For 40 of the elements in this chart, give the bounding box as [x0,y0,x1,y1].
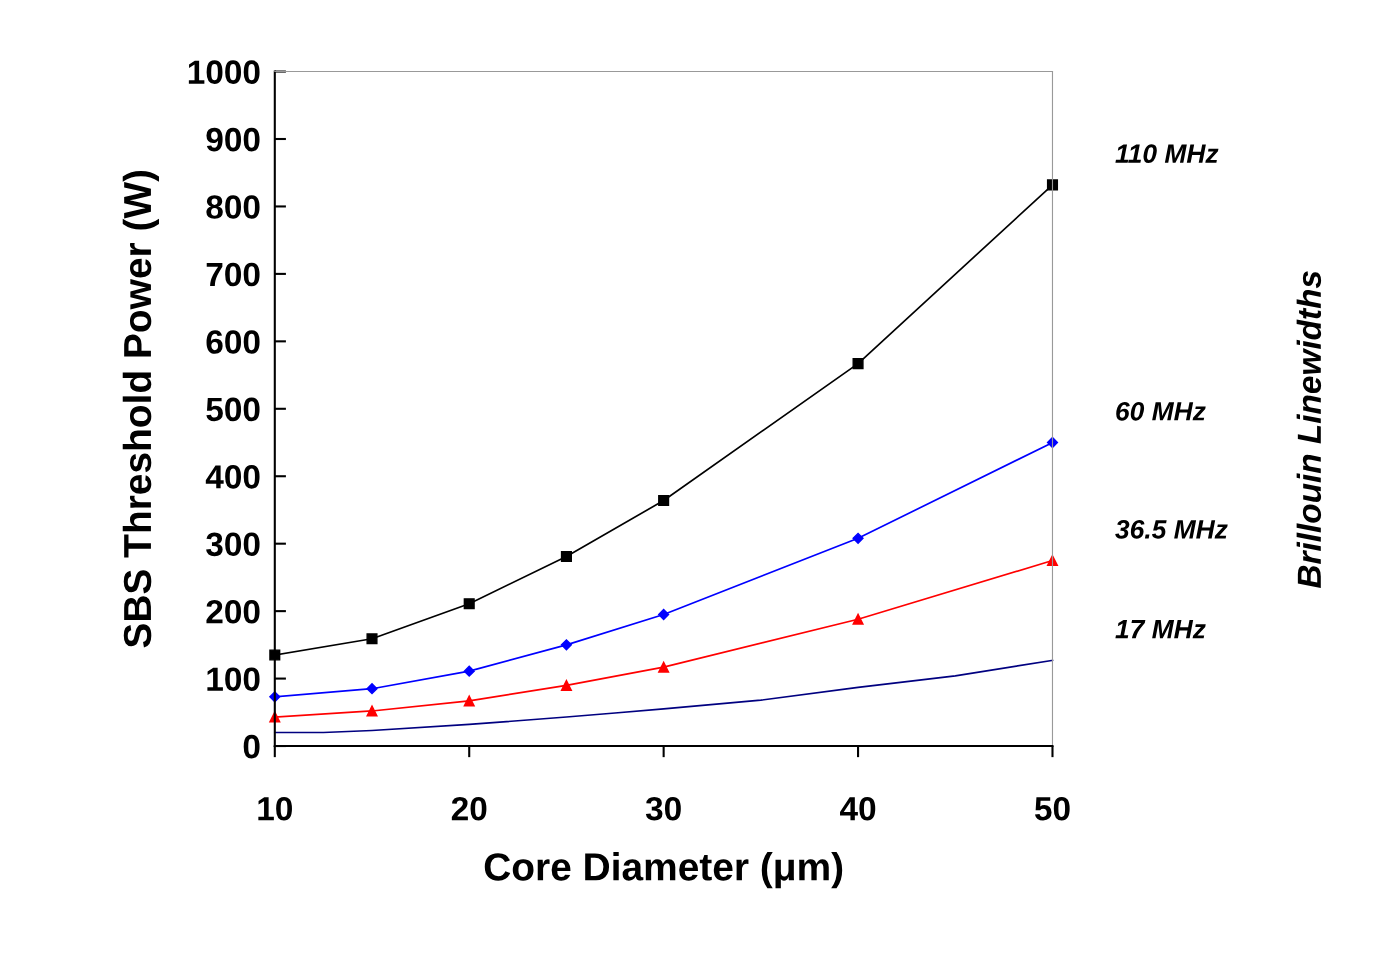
point [366,633,378,645]
line-series [273,659,1054,734]
y-tick-label: 800 [206,195,260,219]
text: 60 MHz [1116,401,1206,421]
point [852,532,864,544]
point [560,679,572,691]
y-tick-label: 1000 [188,60,260,84]
text: 17 MHz [1115,620,1206,639]
text: Brillouin Linewidths [1296,271,1322,588]
point [658,608,670,621]
point [560,639,573,651]
x-tick-label: 50 [1034,796,1070,821]
y-tick-label: 900 [206,127,260,152]
point [852,358,864,370]
x-tick-label: 10 [258,796,292,821]
y-axis-title: SBS Threshold Power (W) [122,170,159,648]
point [463,598,475,610]
point [463,665,475,677]
point [366,683,378,695]
y-tick-label: 0 [243,734,260,759]
point [560,550,572,563]
y-tick-label: 100 [207,667,260,691]
y-tick-label: 600 [206,330,260,354]
text: 36.5 MHz [1115,519,1228,539]
point [658,494,670,507]
point [1046,179,1059,191]
point [463,695,475,707]
y-tick-label: 300 [206,532,260,557]
y-tick-label: 700 [206,262,260,287]
y-tick-label: 500 [206,397,260,422]
x-tick-label: 30 [645,796,681,821]
x-tick-label: 20 [451,796,487,821]
point [658,661,670,673]
text: 110 MHz [1115,144,1219,163]
y-tick-label: 400 [205,465,260,489]
point [366,705,378,717]
point [852,613,864,625]
x-tick-label: 40 [840,796,876,821]
y-tick-label: 200 [206,599,260,624]
x-axis-title: Core Diameter (μm) [484,852,843,889]
